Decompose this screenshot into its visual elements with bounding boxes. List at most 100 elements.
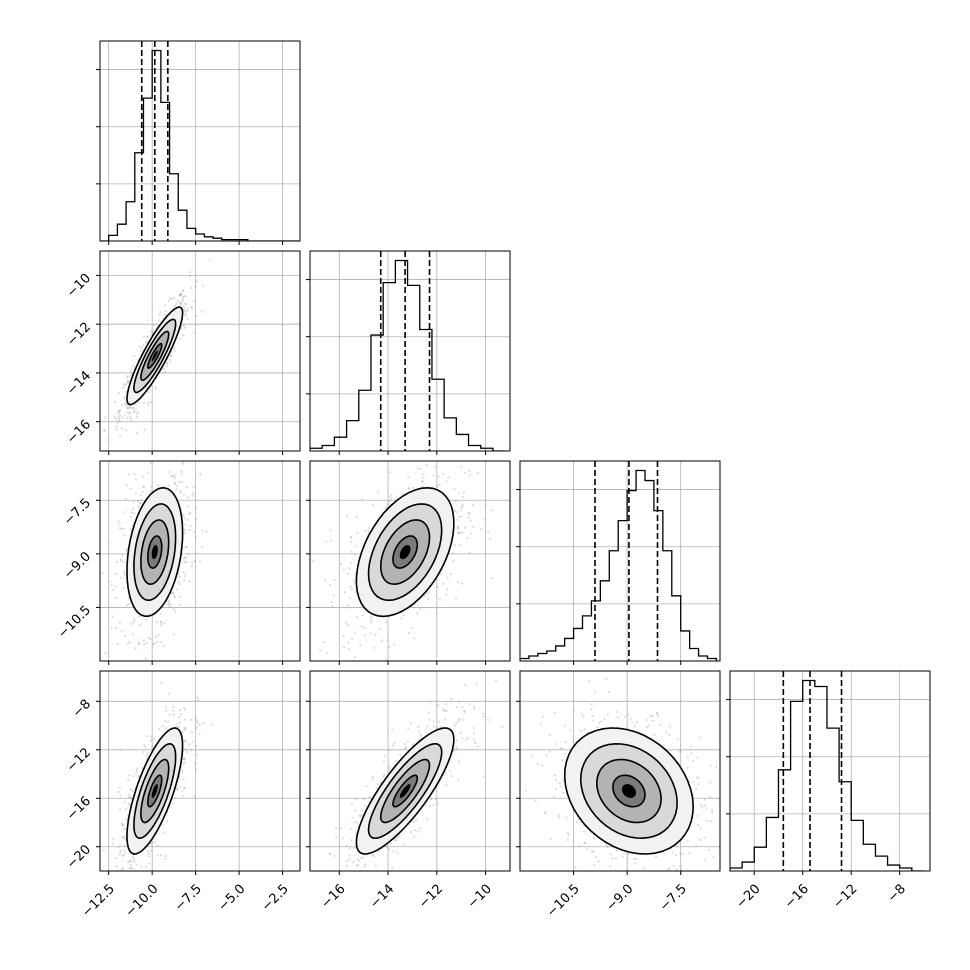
pair-plot-area (102, 681, 214, 874)
scatter-point (183, 757, 186, 760)
scatter-point (578, 845, 581, 848)
scatter-point (186, 505, 189, 508)
scatter-point (445, 709, 448, 712)
scatter-point (342, 634, 345, 638)
scatter-point (384, 621, 388, 624)
scatter-point (627, 852, 630, 855)
scatter-point (330, 912, 332, 914)
scatter-point (117, 417, 121, 420)
scatter-point (655, 855, 658, 858)
scatter-point (164, 309, 167, 313)
scatter-point (121, 872, 123, 874)
scatter-point (421, 479, 424, 482)
scatter-point (407, 487, 410, 490)
scatter-point (128, 774, 131, 777)
scatter-point (361, 808, 364, 812)
scatter-point (370, 615, 373, 618)
scatter-point (118, 843, 122, 846)
scatter-point (458, 543, 461, 547)
scatter-point (491, 509, 494, 512)
scatter-point (465, 738, 468, 741)
scatter-point (354, 553, 357, 557)
scatter-point (377, 783, 380, 786)
scatter-point (351, 637, 354, 640)
scatter-point (120, 427, 123, 430)
scatter-point (188, 529, 191, 532)
x-tick-label: −12 (830, 882, 860, 912)
scatter-point (692, 780, 695, 784)
scatter-point (329, 584, 332, 587)
pair-plot-area (103, 258, 211, 442)
scatter-point (144, 657, 147, 660)
scatter-point (700, 805, 704, 808)
scatter-point (192, 485, 195, 488)
scatter-point (388, 645, 391, 648)
scatter-point (165, 709, 168, 712)
scatter-point (437, 475, 440, 478)
scatter-point (386, 503, 389, 506)
scatter-point (181, 480, 184, 484)
scatter-point (543, 811, 546, 814)
scatter-point (191, 561, 194, 564)
scatter-point (133, 354, 136, 358)
scatter-point (145, 456, 147, 458)
scatter-point (454, 499, 457, 503)
scatter-point (681, 852, 684, 856)
scatter-point (178, 481, 181, 484)
scatter-point (642, 867, 645, 870)
scatter-point (710, 811, 714, 814)
contour-line (140, 330, 170, 381)
scatter-point (725, 840, 727, 842)
scatter-point (446, 577, 449, 580)
scatter-point (666, 868, 670, 871)
scatter-point (101, 572, 104, 575)
scatter-point (159, 854, 163, 857)
scatter-point (165, 362, 168, 365)
scatter-point (444, 702, 447, 706)
scatter-point (427, 597, 430, 600)
scatter-point (395, 839, 398, 842)
scatter-point (176, 723, 179, 726)
scatter-point (127, 597, 130, 600)
scatter-point (125, 549, 128, 552)
scatter-point (470, 532, 473, 536)
scatter-point (161, 724, 164, 727)
scatter-point (385, 845, 389, 848)
scatter-point (186, 307, 189, 310)
scatter-point (194, 507, 197, 510)
scatter-point (182, 290, 185, 293)
scatter-point (462, 491, 465, 494)
scatter-point (530, 754, 533, 757)
contour-line (612, 774, 646, 808)
scatter-point (442, 708, 445, 711)
scatter-point (120, 527, 123, 530)
scatter-point (343, 591, 346, 594)
scatter-point (179, 603, 182, 606)
scatter-point (468, 474, 471, 477)
scatter-point (566, 831, 569, 835)
scatter-point (406, 740, 409, 743)
scatter-point (126, 374, 130, 378)
scatter-point (141, 485, 145, 489)
scatter-point (145, 754, 148, 757)
scatter-point (548, 750, 551, 753)
scatter-point (172, 713, 175, 716)
scatter-point (356, 857, 359, 861)
scatter-point (141, 490, 144, 493)
density-peak (151, 784, 158, 798)
scatter-point (678, 750, 682, 754)
scatter-point (122, 570, 126, 573)
scatter-point (460, 465, 463, 468)
scatter-point (692, 759, 695, 762)
scatter-point (161, 823, 164, 826)
scatter-point (349, 540, 353, 543)
scatter-point (189, 512, 192, 515)
scatter-point (173, 595, 176, 598)
scatter-point (182, 557, 185, 560)
scatter-point (189, 525, 192, 528)
scatter-point (143, 402, 146, 405)
scatter-point (328, 853, 331, 856)
scatter-point (136, 863, 139, 866)
scatter-point (118, 527, 121, 530)
